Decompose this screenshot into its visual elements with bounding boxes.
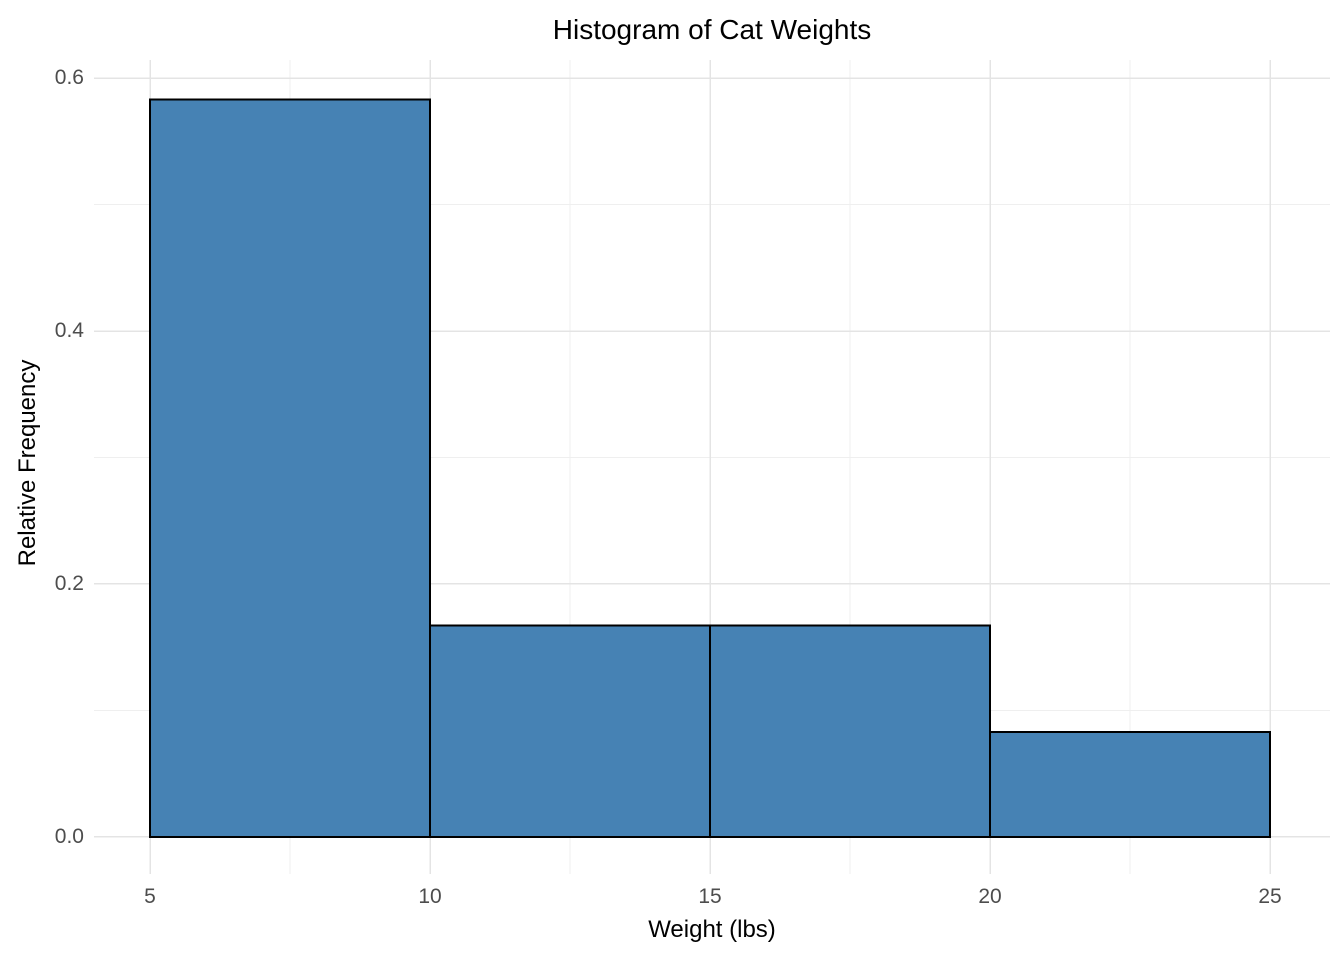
plot-canvas — [94, 60, 1330, 874]
x-axis-title: Weight (lbs) — [648, 916, 776, 943]
x-tick-label: 15 — [698, 885, 722, 908]
x-tick-label: 5 — [144, 885, 156, 908]
y-tick-label: 0.2 — [54, 571, 84, 595]
x-tick-label: 20 — [978, 885, 1002, 908]
y-axis-title: Relative Frequency — [14, 359, 41, 567]
histogram-bar — [709, 624, 992, 838]
x-tick-label: 25 — [1258, 885, 1282, 908]
histogram-bar — [429, 624, 712, 838]
histogram-bar — [149, 98, 432, 838]
y-tick-label: 0.6 — [54, 66, 84, 90]
plot-panel — [94, 60, 1330, 874]
y-tick-label: 0.4 — [54, 319, 84, 343]
x-tick-label: 10 — [418, 885, 442, 908]
y-tick-label: 0.0 — [54, 824, 84, 848]
chart-title: Histogram of Cat Weights — [552, 14, 872, 45]
histogram-bar — [989, 730, 1272, 838]
